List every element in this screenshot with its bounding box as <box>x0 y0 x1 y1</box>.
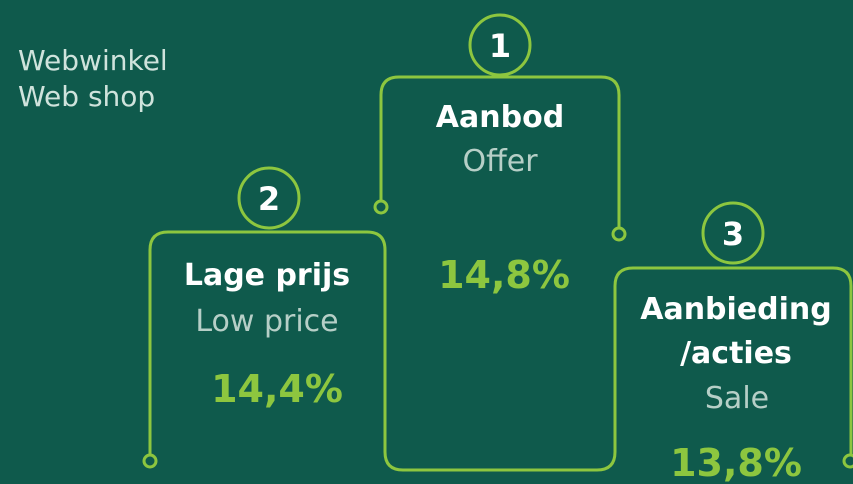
rank: 3 <box>722 215 744 253</box>
title: Webwinkel <box>18 44 168 77</box>
rank-badge <box>468 13 532 77</box>
rank: 2 <box>258 180 280 218</box>
value: 14,8% <box>438 253 570 297</box>
dot <box>373 199 389 215</box>
translation: Low price <box>195 304 338 339</box>
label: Aanbod <box>436 100 564 135</box>
frame-2-3 <box>148 230 853 472</box>
dot <box>611 226 627 242</box>
value: 13,8% <box>670 441 802 484</box>
translation: Offer <box>462 144 538 179</box>
frames <box>142 13 853 472</box>
dot <box>842 453 853 469</box>
dot <box>142 453 158 469</box>
value: 14,4% <box>211 367 343 411</box>
label: Aanbieding/acties <box>640 292 832 371</box>
rank-badge <box>237 166 301 230</box>
rank: 1 <box>489 27 511 65</box>
frame-1-top <box>379 75 621 228</box>
translation: Sale <box>705 381 769 416</box>
label: Lage prijs <box>184 258 350 293</box>
rank-badge <box>701 201 765 265</box>
subtitle: Web shop <box>18 80 155 113</box>
